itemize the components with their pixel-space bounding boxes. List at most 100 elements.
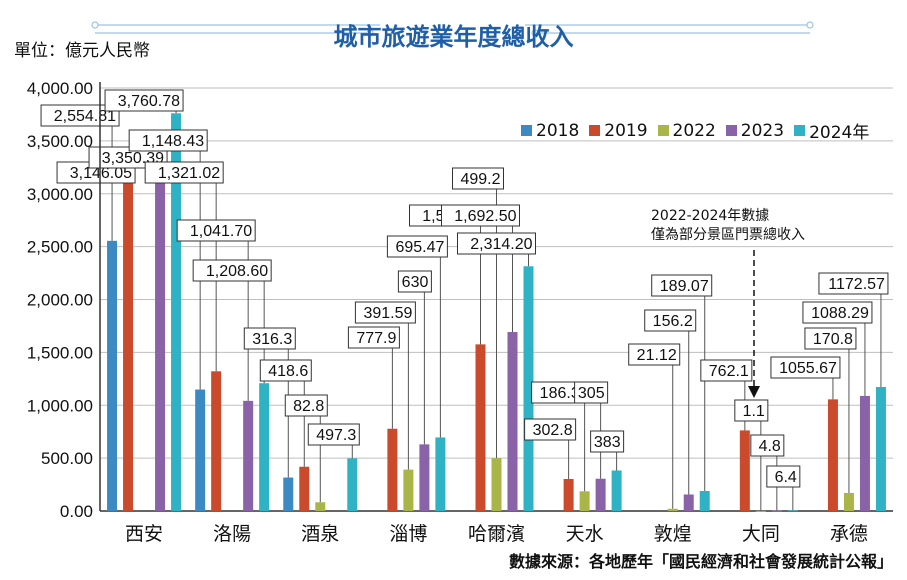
value-label: 4.8: [759, 438, 781, 455]
note-arrow: [748, 250, 760, 398]
value-label: 391.59: [363, 305, 412, 322]
value-label-box: [457, 232, 536, 255]
legend-swatch: [589, 125, 601, 136]
bar: [563, 478, 574, 511]
deco-dot: [531, 29, 539, 37]
legend-item: 2024年: [794, 118, 869, 143]
y-tick-label: 0.00: [60, 502, 93, 521]
bar: [699, 491, 710, 511]
value-label: 1,321.02: [158, 165, 220, 182]
y-tick-label: 1,500.00: [27, 343, 93, 362]
value-label-box: [104, 89, 184, 112]
value-label-box: [452, 167, 504, 190]
bar: [755, 510, 766, 512]
bar: [771, 510, 782, 512]
bar: [419, 444, 430, 511]
value-label-box: [307, 423, 360, 446]
deco-dot: [366, 29, 374, 37]
legend-label: 2022: [672, 120, 716, 141]
y-tick-label: 2,000.00: [27, 291, 93, 310]
bar: [475, 344, 486, 511]
value-label-box: [818, 272, 889, 295]
value-labels: 2,554.813,146.053,350.393,760.781,148.43…: [40, 89, 889, 488]
note-arrow-head: [748, 386, 760, 398]
value-label-box: [766, 465, 801, 488]
legend-swatch: [794, 125, 806, 136]
bar: [171, 113, 182, 511]
x-category-label: 酒泉: [301, 523, 339, 545]
legend-swatch: [725, 125, 737, 136]
value-label: 1088.29: [811, 305, 869, 322]
x-category-label: 西安: [125, 523, 163, 545]
legend-item: 2022: [657, 118, 716, 143]
value-label-box: [386, 235, 448, 258]
bar: [843, 492, 854, 511]
value-label: 418.6: [268, 363, 308, 380]
value-label-box: [628, 343, 681, 366]
value-label: 1.1: [743, 403, 765, 420]
deco-dot: [91, 21, 99, 29]
y-tick-label: 3,500.00: [27, 132, 93, 151]
value-label: 316.3: [252, 331, 292, 348]
bar: [611, 470, 622, 511]
value-label-box: [347, 326, 400, 349]
value-label-box: [284, 394, 328, 417]
value-label: 777.9: [356, 330, 396, 347]
note-line-2: 僅為部分景區門票總收入: [651, 227, 805, 243]
y-tick-label: 3,000.00: [27, 185, 93, 204]
note: 2022-2024年數據 僅為部分景區門票總收入: [651, 207, 805, 245]
bar: [491, 458, 502, 511]
bar: [595, 478, 606, 511]
legend-label: 2018: [536, 120, 580, 141]
bar: [787, 510, 798, 512]
value-label-box: [590, 430, 625, 453]
value-label: 1055.67: [779, 360, 837, 377]
bar: [683, 494, 694, 511]
bar: [739, 430, 750, 511]
bar: [667, 508, 678, 511]
x-category-labels: 西安 洛陽 酒泉 淄博 哈爾濱 天水 敦煌 大同 承德: [125, 523, 868, 545]
value-label: 630: [402, 274, 429, 291]
legend: 2018 2019 2022 2023 2024年: [521, 118, 869, 143]
value-label-box: [128, 129, 208, 152]
legend-item: 2019: [589, 118, 648, 143]
value-label: 156.2: [653, 313, 693, 330]
value-label-box: [644, 309, 697, 332]
bar: [107, 240, 118, 511]
value-label: 302.8: [533, 422, 573, 439]
value-label-box: [144, 161, 224, 184]
value-label: 383: [594, 434, 621, 451]
value-label-box: [802, 301, 873, 324]
value-label-box: [524, 418, 577, 441]
value-label-box: [750, 434, 785, 457]
value-label: 170.8: [813, 331, 853, 348]
value-label: 82.8: [293, 398, 324, 415]
x-category-label: 哈爾濱: [468, 523, 525, 545]
value-label-box: [700, 359, 753, 382]
value-label-box: [651, 274, 713, 297]
source-note: 數據來源：各地歷年「國民經濟和社會發展統計公報」: [508, 552, 893, 571]
value-label: 695.47: [395, 239, 444, 256]
chart-title: 城市旅遊業年度總收入: [333, 23, 574, 51]
legend-item: 2018: [521, 118, 579, 143]
value-label: 1,148.43: [142, 133, 204, 150]
value-label-box: [441, 204, 520, 227]
bar: [155, 156, 166, 511]
y-tick-label: 500.00: [41, 449, 93, 468]
bar: [195, 389, 206, 511]
deco-dot: [806, 21, 814, 29]
legend-swatch: [657, 125, 669, 136]
x-category-label: 大同: [742, 523, 780, 545]
value-label-box: [176, 219, 256, 242]
bar: [859, 395, 870, 511]
bar: [435, 437, 446, 511]
bar: [387, 428, 398, 511]
bar: [259, 383, 270, 511]
value-label: 497.3: [316, 427, 356, 444]
value-label-box: [354, 301, 416, 324]
legend-label: 2024年: [809, 123, 870, 143]
value-label-box: [804, 327, 857, 350]
value-label: 499.2: [460, 171, 500, 188]
title-decoration: [91, 21, 814, 37]
